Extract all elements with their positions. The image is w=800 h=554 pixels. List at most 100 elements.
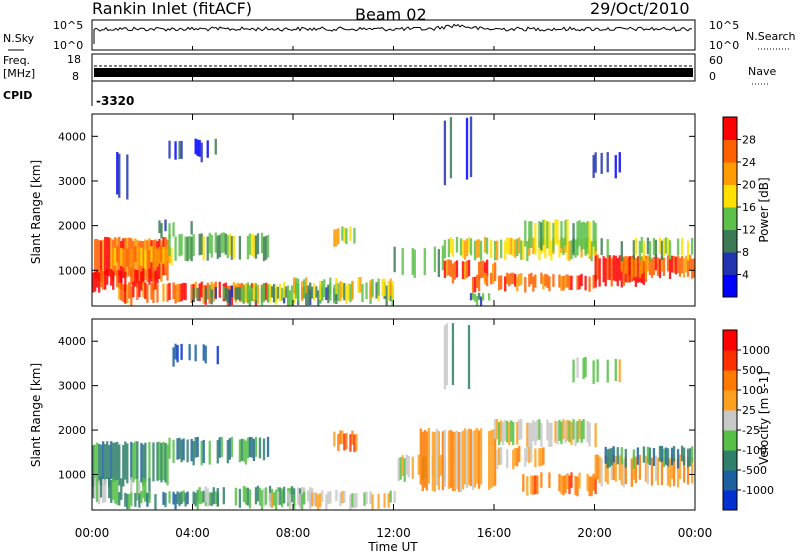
nsky-tick-top: 10^5 [53,19,83,32]
echo-cell [134,269,137,287]
echo-cell [222,232,225,253]
echo-cell [638,258,642,278]
echo-cell [600,152,603,174]
echo-cell [475,295,479,306]
echo-cell [644,258,648,279]
echo-cell [170,247,173,266]
echo-cell [516,421,519,445]
echo-cell [387,281,390,301]
echo-cell [164,443,167,483]
echo-cell [132,281,135,298]
echo-cell [343,227,346,243]
echo-cell [144,478,147,502]
colorbar-tick-label: 20 [742,179,756,192]
echo-cell [604,456,607,482]
echo-cell [580,222,583,251]
echo-cell [387,493,390,508]
echo-cell [692,258,696,278]
echo-cell [309,282,312,300]
echo-cell [389,490,392,503]
echo-cell [646,457,650,485]
echo-cell [270,493,274,508]
echo-cell [556,421,559,445]
echo-cell [672,458,676,486]
echo-cell [648,447,652,466]
echo-cell [232,282,236,299]
echo-cell [252,282,256,300]
echo-cell [443,429,447,487]
echo-cell [280,491,284,504]
echo-cell [126,154,129,200]
echo-cell [144,282,147,299]
echo-cell [676,449,680,469]
echo-cell [254,283,258,301]
echo-cell [110,238,113,278]
echo-cell [590,241,593,262]
echo-cell [240,288,244,303]
echo-cell [435,428,439,486]
echo-cell [491,263,495,284]
echo-cell [670,454,674,480]
echo-cell [686,257,690,277]
echo-cell [473,429,477,488]
echo-cell [473,293,477,302]
echo-cell [584,238,587,256]
echo-cell [576,275,579,290]
echo-cell [548,276,551,292]
echo-cell [471,431,475,490]
echo-cell [618,255,621,281]
echo-cell [540,472,543,488]
echo-cell [610,258,613,287]
echo-cell [142,444,145,486]
y-tick-label: 3000 [58,380,86,393]
echo-cell [520,419,523,440]
echo-cell [104,236,107,275]
echo-cell [128,282,131,299]
echo-cell [496,240,499,261]
echo-cell [182,438,185,461]
echo-cell [443,325,447,390]
echo-cell [510,420,513,442]
echo-cell [138,247,141,265]
echo-cell [566,473,569,490]
echo-cell [256,284,260,304]
echo-cell [369,491,372,505]
echo-cell [248,489,252,509]
echo-cell [220,232,223,254]
echo-cell [447,430,451,489]
echo-cell [206,282,209,300]
echo-cell [391,280,394,301]
echo-cell [504,419,507,441]
echo-cell [652,448,656,466]
echo-cell [108,445,111,487]
echo-cell [206,140,209,158]
echo-cell [634,237,638,255]
echo-cell [315,492,318,507]
echo-cell [564,421,567,443]
echo-cell [678,454,682,480]
echo-cell [526,422,529,447]
echo-cell [546,274,549,288]
echo-cell [610,447,613,466]
echo-cell [658,237,662,254]
echo-cell [180,283,183,302]
echo-cell [522,240,525,261]
echo-cell [266,436,270,457]
echo-cell [333,284,336,304]
echo-cell [504,276,507,292]
echo-cell [365,491,368,504]
echo-cell [664,237,668,254]
echo-cell [455,260,459,278]
echo-cell [250,287,254,301]
echo-cell [146,492,149,507]
echo-cell [483,236,487,253]
echo-cell [592,473,595,491]
echo-cell [142,477,145,499]
echo-cell [307,490,310,502]
echo-cell [150,246,153,263]
echo-cell [114,480,117,504]
echo-cell [192,441,195,466]
echo-cell [116,152,119,195]
echo-cell [564,475,567,494]
echo-cell [176,438,179,460]
